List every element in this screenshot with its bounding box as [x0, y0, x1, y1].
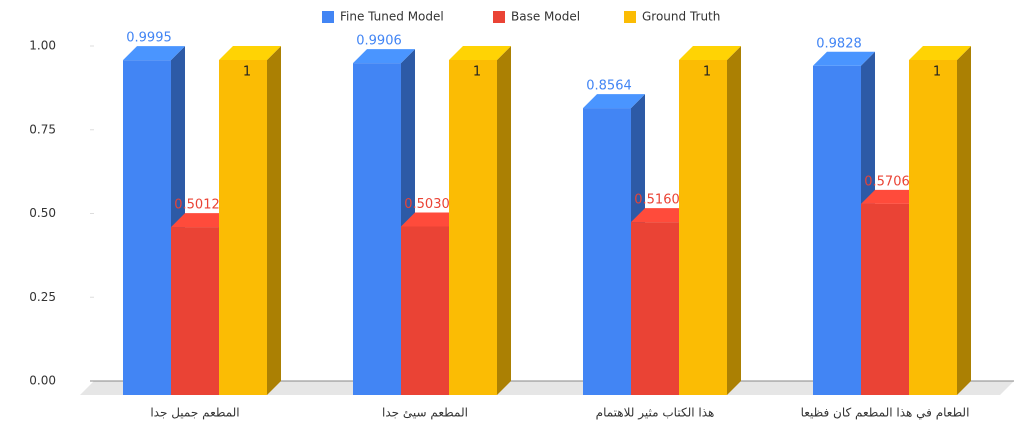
floor	[80, 381, 1014, 395]
bar-side	[727, 46, 741, 395]
bar-front	[813, 65, 861, 396]
value-label: 0.5706	[864, 174, 910, 189]
value-label: 0.5030	[404, 197, 450, 212]
bar-top	[353, 49, 415, 64]
legend-swatch	[624, 11, 636, 23]
bar-front	[449, 60, 497, 395]
bar-front	[353, 63, 401, 396]
x-tick-label: الطعام في هذا المطعم كان فظيعا	[801, 406, 970, 420]
x-tick-label: المطعم جميل جدا	[150, 406, 239, 420]
value-label: 0.9995	[126, 31, 172, 46]
y-tick-label: 0.25	[29, 290, 56, 304]
value-label: 1	[703, 65, 711, 80]
legend-label: Ground Truth	[642, 10, 720, 24]
bar-top	[219, 46, 281, 60]
bar-top	[679, 46, 741, 60]
value-label: 0.5160	[634, 193, 680, 208]
value-label: 0.9906	[356, 34, 402, 49]
value-label: 0.8564	[586, 79, 632, 94]
bar-top	[631, 208, 693, 223]
bar-front	[631, 222, 679, 395]
bar-front	[679, 60, 727, 395]
value-label: 0.5012	[174, 198, 220, 213]
bar-top	[123, 46, 185, 61]
value-label: 0.9828	[816, 36, 862, 51]
bar-top	[861, 189, 923, 204]
bar-front	[909, 60, 957, 395]
bar-front	[401, 226, 449, 395]
value-label: 1	[473, 65, 481, 80]
y-tick-label: 1.00	[29, 39, 56, 53]
bar-front	[123, 60, 171, 395]
bar-top	[813, 51, 875, 66]
bar-side	[497, 46, 511, 395]
legend-swatch	[322, 11, 334, 23]
bar-side	[267, 46, 281, 395]
bar-top	[583, 94, 645, 109]
bar-top	[401, 212, 463, 227]
legend-swatch	[493, 11, 505, 23]
bar-top	[909, 46, 971, 60]
x-tick-label: هذا الكتاب مثير للاهتمام	[596, 406, 715, 421]
y-tick-label: 0.00	[29, 374, 56, 388]
bar-top	[449, 46, 511, 60]
legend-label: Base Model	[511, 10, 580, 24]
bar-front	[861, 203, 909, 395]
legend-label: Fine Tuned Model	[340, 10, 444, 24]
bar-front	[583, 108, 631, 395]
value-label: 1	[243, 65, 251, 80]
bar-top	[171, 213, 233, 228]
x-tick-label: المطعم سيئ جدا	[382, 406, 468, 420]
y-tick-label: 0.75	[29, 122, 56, 136]
y-tick-label: 0.50	[29, 206, 56, 220]
value-label: 1	[933, 65, 941, 80]
bar-front	[171, 227, 219, 395]
bar-side	[957, 46, 971, 395]
bar-front	[219, 60, 267, 395]
